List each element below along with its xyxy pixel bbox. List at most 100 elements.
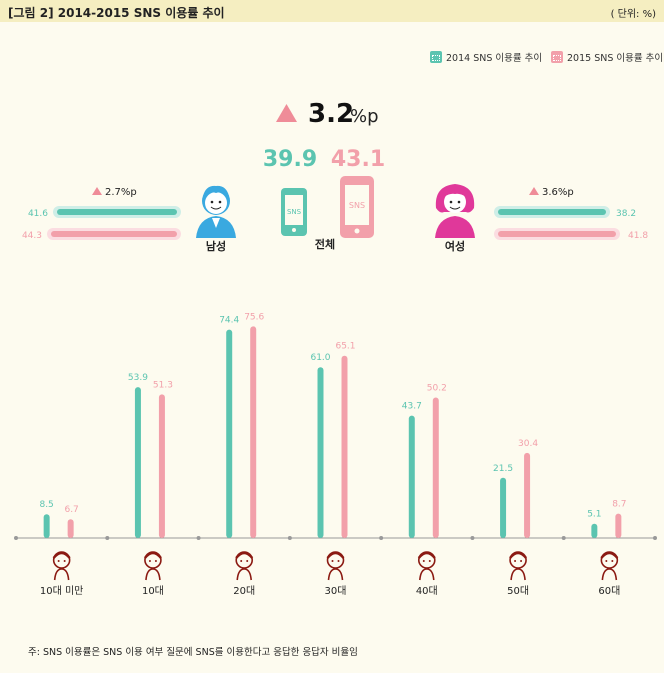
eye-icon: [611, 560, 614, 562]
eye-icon: [63, 560, 66, 562]
female-2014-bar: [498, 209, 606, 215]
male-increase: 2.7%p: [105, 187, 137, 198]
eye-icon: [514, 560, 517, 562]
bar-2015: [524, 452, 531, 538]
axis-tick: [287, 536, 292, 540]
male-user-icon: [196, 185, 236, 238]
female-label: 여성: [445, 239, 465, 253]
body-icon: [601, 568, 618, 581]
body-icon: [327, 568, 344, 581]
data-label-2015: 75.6: [244, 312, 264, 322]
axis-tick: [470, 536, 475, 540]
data-label-2015: 50.2: [427, 383, 447, 393]
female-2014-value: 38.2: [616, 209, 636, 219]
bar-2014: [226, 329, 233, 538]
body-icon: [510, 568, 526, 581]
legend-label-2014: 2014 SNS 이용률 추이: [446, 53, 543, 64]
category-label: 10대: [142, 585, 164, 597]
category-label: 30대: [325, 585, 347, 597]
male-2014-bar: [57, 209, 177, 215]
category-label: 50대: [507, 585, 529, 597]
legend-item-2014: 2014 SNS 이용률 추이: [430, 50, 542, 64]
bar-2015: [615, 513, 622, 538]
hair-icon: [143, 551, 162, 559]
eye-icon: [148, 560, 151, 562]
hair-icon: [417, 551, 436, 559]
calendar-icon: [430, 51, 442, 63]
total-2015-value: 43.1: [331, 147, 385, 172]
data-label-2015: 8.7: [612, 500, 626, 510]
bar-2015: [341, 355, 348, 538]
bar-2014: [317, 367, 324, 538]
figure-title: [그림 2] 2014-2015 SNS 이용률 추이: [8, 6, 225, 20]
body-icon: [145, 568, 161, 581]
eye-icon: [57, 560, 60, 562]
total-increase: 3.2: [308, 99, 354, 129]
svg-text:SNS: SNS: [287, 208, 302, 216]
data-label-2014: 61.0: [310, 353, 330, 363]
body-icon: [418, 568, 435, 581]
hair-icon: [509, 551, 528, 559]
category-label: 10대 미만: [40, 585, 84, 597]
eye-icon: [240, 560, 243, 562]
bar-2014: [500, 477, 507, 538]
female-user-icon: [435, 184, 475, 238]
eye-icon: [422, 560, 425, 562]
bar-2015: [158, 394, 165, 538]
axis-tick: [14, 536, 18, 540]
total-label: 전체: [315, 237, 335, 251]
summary-panel: 3.2 %p 39.9 43.1 SNS SNS 전체 2.7%p 41.6 4…: [22, 99, 648, 253]
female-2015-value: 41.8: [628, 231, 648, 241]
data-label-2015: 51.3: [153, 380, 173, 390]
bar-2015: [250, 326, 257, 538]
female-increase: 3.6%p: [542, 187, 574, 198]
eye-icon: [331, 560, 334, 562]
bar-2015: [67, 519, 74, 538]
data-label-2014: 5.1: [587, 510, 601, 520]
male-increase-triangle-icon: [92, 187, 102, 195]
category-label: 60대: [598, 585, 620, 597]
male-2014-value: 41.6: [28, 209, 48, 219]
body-icon: [53, 568, 70, 581]
data-label-2015: 65.1: [335, 342, 355, 352]
male-2015-bar: [51, 231, 177, 237]
hair-icon: [600, 551, 619, 559]
eye-icon: [605, 560, 608, 562]
title-bar: [0, 0, 664, 22]
eye-icon: [337, 560, 340, 562]
calendar-icon: [551, 51, 563, 63]
bar-2014: [408, 415, 415, 538]
axis-tick: [561, 536, 566, 540]
eye-icon: [246, 560, 249, 562]
svg-text:SNS: SNS: [349, 201, 365, 210]
body-icon: [236, 568, 253, 581]
eye-icon: [520, 560, 523, 562]
data-label-2015: 30.4: [518, 439, 538, 449]
bar-2015: [432, 397, 439, 538]
data-label-2014: 8.5: [39, 500, 53, 510]
female-2015-bar: [498, 231, 616, 237]
axis-tick: [379, 536, 384, 540]
phone-2015-icon: SNS: [340, 176, 374, 238]
legend-item-2015: 2015 SNS 이용률 추이: [551, 50, 663, 64]
hair-icon: [235, 551, 254, 559]
bar-2014: [134, 387, 141, 538]
phone-2014-icon: SNS: [281, 188, 307, 236]
axis-tick: [105, 536, 110, 540]
increase-triangle-icon: [276, 104, 297, 122]
bar-2014: [591, 523, 598, 538]
data-label-2014: 21.5: [493, 464, 513, 474]
unit-label: ( 단위: %): [610, 9, 656, 20]
eye-icon: [154, 560, 157, 562]
hair-icon: [326, 551, 345, 559]
axis-tick: [653, 536, 657, 540]
data-label-2015: 6.7: [64, 505, 78, 515]
category-label: 20대: [233, 585, 255, 597]
data-label-2014: 43.7: [402, 402, 422, 412]
hair-icon: [52, 551, 71, 559]
total-increase-unit: %p: [350, 106, 379, 127]
data-label-2014: 74.4: [219, 316, 239, 326]
male-2015-value: 44.3: [22, 231, 42, 241]
male-label: 남성: [206, 239, 226, 253]
